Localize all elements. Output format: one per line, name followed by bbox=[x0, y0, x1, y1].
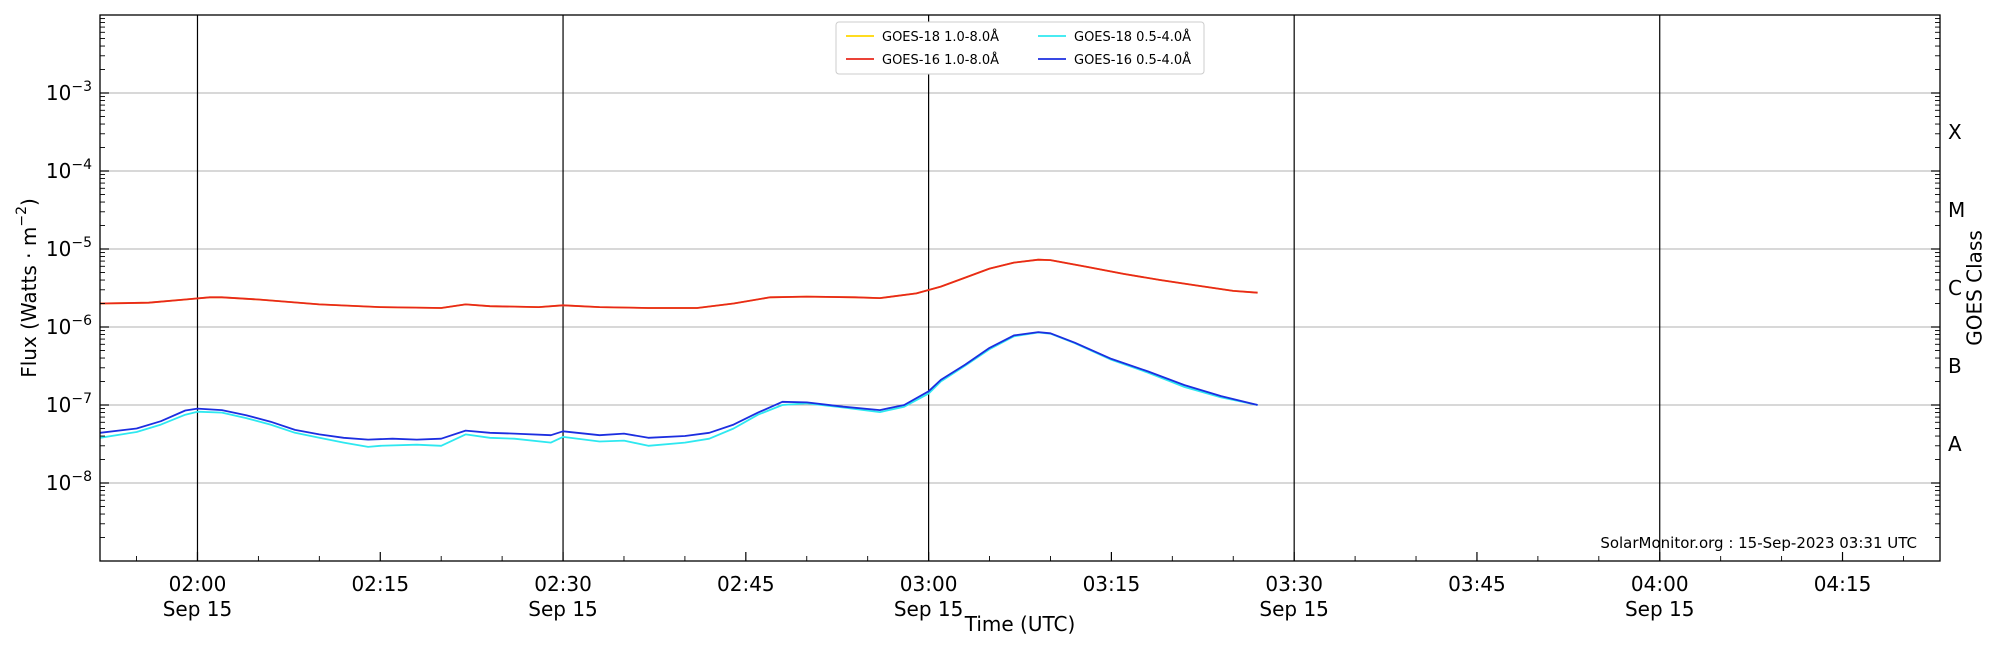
x-tick-label: 04:00 bbox=[1631, 572, 1689, 596]
goes-class-label-x: X bbox=[1948, 120, 1962, 144]
y-tick-label: 10−5 bbox=[46, 235, 92, 261]
y-tick-label-exponent: −5 bbox=[71, 235, 92, 251]
x-tick-label: 03:15 bbox=[1083, 572, 1141, 596]
legend-label: GOES-16 1.0-8.0Å bbox=[882, 52, 999, 68]
y-tick-label: 10−6 bbox=[46, 313, 92, 339]
plot-frame bbox=[99, 14, 1941, 562]
x-tick-label: 02:15 bbox=[351, 572, 409, 596]
series-line-3 bbox=[99, 331, 1258, 448]
series-lines bbox=[99, 258, 1258, 448]
x-tick-label: 03:45 bbox=[1448, 572, 1506, 596]
x-tick-date: Sep 15 bbox=[1259, 597, 1329, 621]
y-axis-title-main: Flux (Watts · m bbox=[17, 227, 41, 378]
axis-ticks bbox=[100, 18, 1940, 561]
goes-class-label-a: A bbox=[1948, 432, 1962, 456]
y-tick-label: 10−7 bbox=[46, 391, 92, 417]
legend-box bbox=[835, 21, 1205, 75]
x-tick-date: Sep 15 bbox=[894, 597, 964, 621]
legend-label: GOES-16 0.5-4.0Å bbox=[1074, 52, 1191, 68]
y-tick-label: 10−8 bbox=[46, 469, 92, 495]
goes-class-labels: A B C M X bbox=[1948, 120, 1965, 456]
y-tick-label: 10−3 bbox=[46, 79, 92, 105]
x-tick-label: 04:15 bbox=[1814, 572, 1872, 596]
x-tick-label: 03:30 bbox=[1265, 572, 1323, 596]
x-tick-date: Sep 15 bbox=[163, 597, 233, 621]
y-tick-label-exponent: −6 bbox=[71, 313, 92, 329]
y-tick-label-exponent: −8 bbox=[71, 469, 92, 485]
time-vertical-lines bbox=[196, 15, 1661, 561]
y-tick-label-base: 10 bbox=[46, 159, 71, 183]
y-tick-label-exponent: −3 bbox=[71, 79, 92, 95]
x-tick-label: 02:45 bbox=[717, 572, 775, 596]
legend-label: GOES-18 0.5-4.0Å bbox=[1074, 29, 1191, 45]
goes-class-label-m: M bbox=[1948, 198, 1965, 222]
y-tick-label-base: 10 bbox=[46, 315, 71, 339]
svg-text:Flux (Watts · m−2): Flux (Watts · m−2) bbox=[14, 198, 41, 378]
y-axis-title-close: ) bbox=[17, 198, 41, 206]
y-tick-label-base: 10 bbox=[46, 237, 71, 261]
x-tick-label: 02:00 bbox=[169, 572, 227, 596]
y-tick-label-exponent: −4 bbox=[71, 157, 92, 173]
x-axis-title: Time (UTC) bbox=[964, 612, 1076, 636]
x-tick-date: Sep 15 bbox=[1625, 597, 1695, 621]
y-tick-label-base: 10 bbox=[46, 471, 71, 495]
x-tick-date: Sep 15 bbox=[528, 597, 598, 621]
gridlines bbox=[100, 92, 1940, 484]
series-line-2 bbox=[99, 258, 1258, 309]
x-tick-label: 03:00 bbox=[900, 572, 958, 596]
y-tick-labels: 10−810−710−610−510−410−3 bbox=[46, 79, 92, 495]
credit-text: SolarMonitor.org : 15-Sep-2023 03:31 UTC bbox=[1600, 534, 1917, 552]
series-line-4 bbox=[99, 331, 1258, 441]
legend: GOES-18 1.0-8.0Å GOES-16 1.0-8.0Å GOES-18 … bbox=[835, 21, 1205, 75]
y-tick-label-base: 10 bbox=[46, 81, 71, 105]
right-axis-title: GOES Class bbox=[1963, 230, 1987, 346]
legend-label: GOES-18 1.0-8.0Å bbox=[882, 29, 999, 45]
y-tick-label-base: 10 bbox=[46, 393, 71, 417]
goes-class-label-c: C bbox=[1948, 276, 1962, 300]
x-tick-label: 02:30 bbox=[534, 572, 592, 596]
y-axis-title-exponent: −2 bbox=[14, 206, 30, 227]
y-tick-label-exponent: −7 bbox=[71, 391, 92, 407]
y-axis-title: Flux (Watts · m−2) bbox=[14, 198, 41, 378]
goes-class-label-b: B bbox=[1948, 354, 1962, 378]
y-tick-label: 10−4 bbox=[46, 157, 92, 183]
